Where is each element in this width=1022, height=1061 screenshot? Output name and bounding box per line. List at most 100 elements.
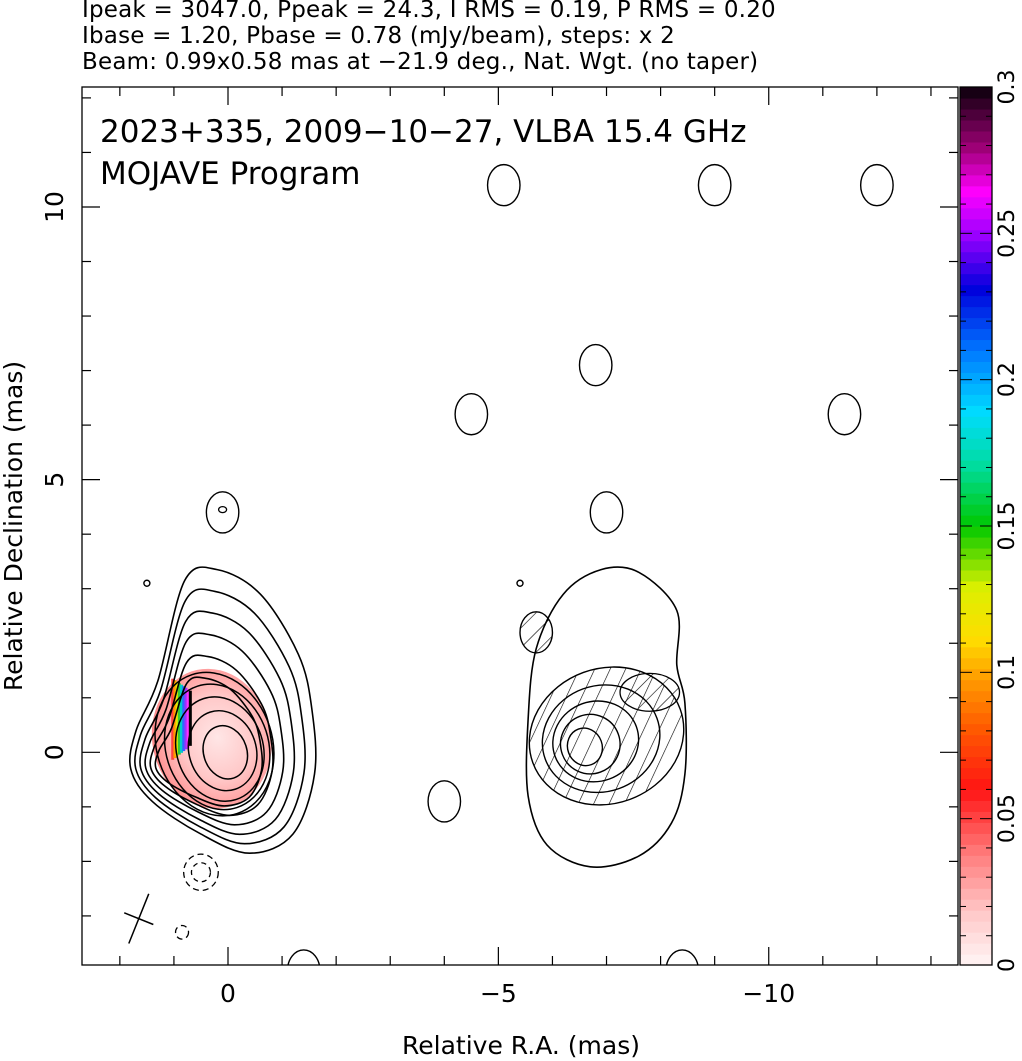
colorbar: 0 0.05 0.1 0.15 0.2 0.25 0.3 bbox=[959, 70, 1020, 972]
isolated-contour bbox=[516, 579, 524, 587]
colorbar-swatch bbox=[960, 163, 992, 176]
isolated-contour bbox=[519, 611, 554, 654]
y-axis-label: Relative Declination (mas) bbox=[0, 361, 28, 691]
colorbar-swatch bbox=[960, 482, 992, 494]
axis-ticks: 0 −5 −10 0 5 10 bbox=[40, 87, 958, 1008]
negative-contour bbox=[174, 924, 190, 940]
colorbar-swatch bbox=[960, 701, 992, 714]
isolated-contour bbox=[859, 163, 894, 207]
colorbar-swatch bbox=[960, 328, 992, 341]
colorbar-swatch bbox=[960, 251, 992, 264]
isolated-contour bbox=[578, 343, 613, 387]
colorbar-swatch bbox=[960, 130, 992, 143]
colorbar-swatch bbox=[960, 921, 992, 933]
isolated-contour bbox=[287, 949, 321, 965]
right-inner-contour bbox=[552, 700, 640, 783]
x-tick-label: 0 bbox=[220, 979, 236, 1008]
isolated-contour-inner bbox=[217, 505, 228, 514]
colorbar-swatch bbox=[960, 317, 992, 330]
colorbar-swatch bbox=[960, 218, 992, 231]
fractional-pol-edge-pixel bbox=[186, 689, 190, 748]
colorbar-swatch bbox=[960, 613, 992, 626]
colorbar-swatch bbox=[960, 646, 992, 659]
colorbar-swatch bbox=[960, 174, 992, 187]
colorbar-swatch bbox=[960, 679, 992, 692]
left-core-contour bbox=[202, 724, 249, 780]
colorbar-swatch bbox=[960, 624, 992, 637]
right-inner-contour bbox=[528, 666, 685, 806]
colorbar-swatch bbox=[960, 405, 992, 417]
isolated-contour bbox=[589, 491, 624, 534]
colorbar-swatch bbox=[960, 493, 992, 505]
colorbar-swatch bbox=[960, 536, 992, 549]
colorbar-swatch bbox=[960, 756, 992, 769]
colorbar-swatch bbox=[960, 899, 992, 911]
colorbar-swatch bbox=[960, 207, 992, 220]
colorbar-swatch bbox=[960, 888, 992, 900]
colorbar-tick-label: 0.15 bbox=[995, 502, 1020, 551]
fractional-pol-edge-pixel bbox=[175, 681, 179, 757]
colorbar-swatch bbox=[960, 877, 992, 889]
colorbar-swatch bbox=[960, 690, 992, 703]
colorbar-swatch bbox=[960, 712, 992, 725]
isolated-contour bbox=[486, 163, 521, 207]
x-axis-label: Relative R.A. (mas) bbox=[402, 1031, 640, 1060]
y-tick-label: 10 bbox=[40, 191, 69, 223]
colorbar-swatch bbox=[960, 526, 992, 538]
left-core-contour bbox=[154, 671, 275, 817]
negative-contour bbox=[190, 862, 212, 883]
y-tick-label: 5 bbox=[40, 472, 69, 488]
negative-contour bbox=[183, 853, 219, 892]
colorbar-swatch bbox=[960, 240, 992, 253]
left-outer-contour bbox=[128, 566, 317, 855]
colorbar-swatch bbox=[960, 185, 992, 198]
isolated-contour bbox=[143, 579, 151, 587]
colorbar-swatch bbox=[960, 668, 992, 681]
colorbar-swatch bbox=[960, 273, 992, 286]
isolated-contour bbox=[665, 949, 699, 965]
colorbar-swatch bbox=[960, 97, 992, 110]
colorbar-swatch bbox=[960, 800, 992, 812]
right-inner-contour bbox=[559, 713, 621, 775]
colorbar-swatch bbox=[960, 196, 992, 209]
colorbar-swatch bbox=[960, 811, 992, 823]
isolated-contour bbox=[697, 163, 732, 207]
fractional-pol-edge-pixel bbox=[188, 690, 192, 746]
colorbar-swatch bbox=[960, 569, 992, 582]
fractional-pol-edge-pixel bbox=[177, 683, 181, 755]
left-outer-contour bbox=[139, 610, 296, 836]
colorbar-swatch bbox=[960, 932, 992, 944]
beam-minor-axis bbox=[123, 912, 154, 926]
colorbar-swatch bbox=[960, 954, 992, 966]
colorbar-swatch bbox=[960, 515, 992, 527]
y-tick-label: 0 bbox=[40, 744, 69, 760]
right-knot-contour bbox=[619, 672, 681, 712]
colorbar-swatch bbox=[960, 833, 992, 845]
header-line-2: Ibase = 1.20, Pbase = 0.78 (mJy/beam), s… bbox=[82, 23, 675, 49]
header-line-3: Beam: 0.99x0.58 mas at −21.9 deg., Nat. … bbox=[82, 49, 759, 75]
isolated-contour bbox=[205, 491, 240, 534]
colorbar-swatch bbox=[960, 910, 992, 922]
colorbar-tick-label: 0.25 bbox=[995, 209, 1020, 258]
colorbar-swatch bbox=[960, 229, 992, 242]
colorbar-swatch bbox=[960, 361, 992, 373]
left-outer-contour bbox=[144, 632, 285, 826]
colorbar-tick-label: 0.05 bbox=[995, 794, 1020, 843]
colorbar-swatch bbox=[960, 844, 992, 856]
colorbar-swatch bbox=[960, 855, 992, 867]
left-outer-contour bbox=[154, 676, 264, 807]
colorbar-swatch bbox=[960, 822, 992, 834]
left-core-contour bbox=[163, 683, 271, 811]
colorbar-swatch bbox=[960, 580, 992, 593]
colorbar-swatch bbox=[960, 350, 992, 362]
colorbar-swatch bbox=[960, 449, 992, 461]
colorbar-tick-label: 0 bbox=[995, 958, 1020, 972]
colorbar-swatch bbox=[960, 372, 992, 384]
left-core-contour bbox=[187, 709, 258, 792]
colorbar-swatch bbox=[960, 416, 992, 428]
colorbar-swatch bbox=[960, 284, 992, 297]
colorbar-swatch bbox=[960, 767, 992, 780]
x-tick-label: −10 bbox=[742, 979, 795, 1008]
colorbar-tick-label: 0.3 bbox=[995, 70, 1020, 105]
